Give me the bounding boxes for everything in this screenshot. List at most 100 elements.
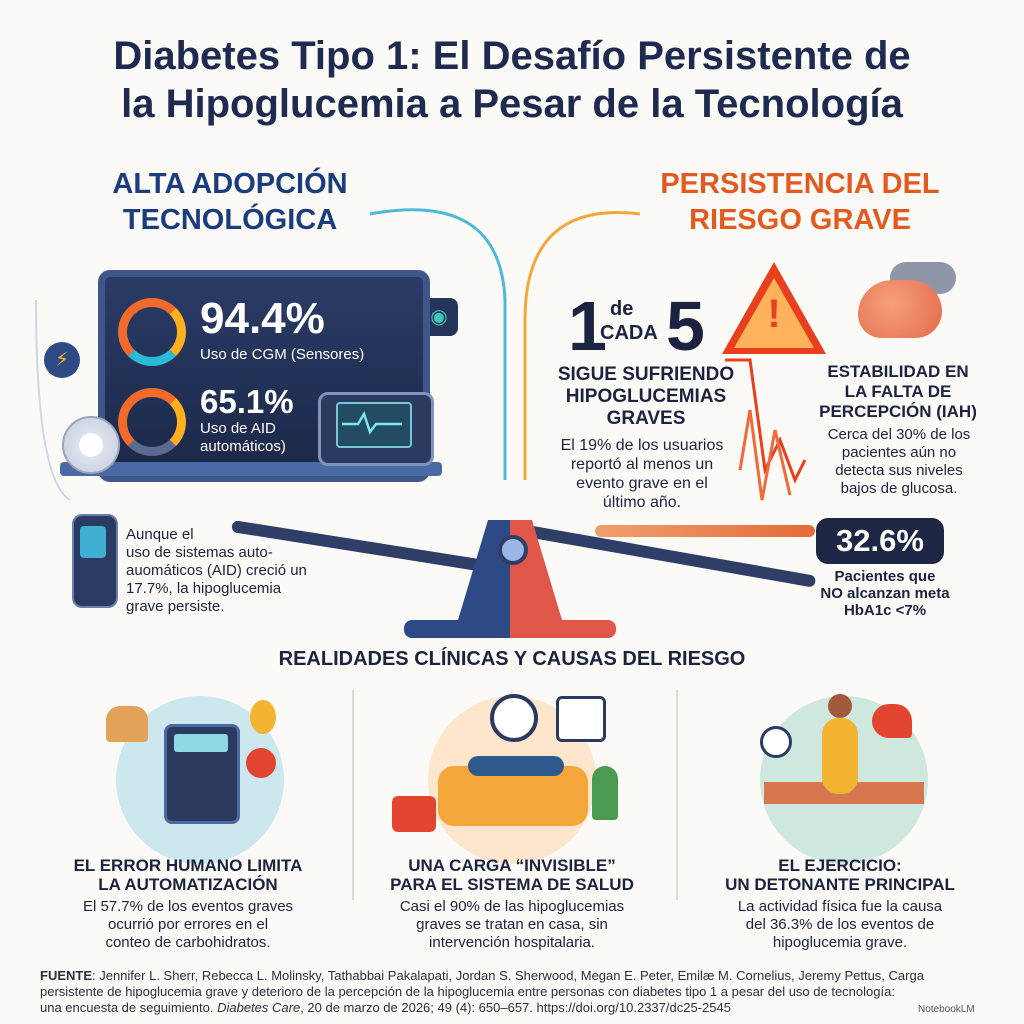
gauge-icon (760, 726, 792, 758)
aid-stat-label-line-1: Uso de AID (200, 420, 276, 437)
card-1-body: El 57.7% de los eventos graves ocurrió p… (38, 898, 338, 952)
card-2-heading-line-2: PARA EL SISTEMA DE SALUD (390, 875, 634, 894)
ratio-one: 1 (568, 287, 607, 365)
clock-icon (490, 694, 538, 742)
bread-icon (106, 706, 148, 742)
warning-exclamation: ! (767, 292, 781, 336)
hba1c-caption: Pacientes que NO alcanzan meta HbA1c <7% (800, 568, 970, 619)
cgm-sensor-icon (62, 416, 120, 474)
card-3-body-line-2: del 36.3% de los eventos de (745, 916, 935, 933)
card-2-body: Casi el 90% de las hipoglucemias graves … (362, 898, 662, 952)
left-note-line-1: Aunque el (126, 526, 194, 543)
left-heading: ALTA ADOPCIÓN TECNOLÓGICA (60, 166, 400, 238)
lightning-icon: ⚡ (44, 342, 80, 378)
ratio-one-in-five: 1 de CADA 5 (568, 286, 718, 366)
pump-pulse-icon (342, 411, 402, 435)
card-3-body-line-1: La actividad física fue la causa (737, 898, 943, 915)
first-aid-kit-icon (392, 796, 436, 832)
left-note-line-2: uso de sistemas auto- (126, 544, 273, 561)
heart-pulse-icon (872, 704, 912, 738)
sofa-icon (438, 766, 588, 826)
left-note-line-3: auomáticos (AID) creció un (126, 562, 307, 579)
aid-stat-label-line-2: automáticos) (200, 438, 286, 455)
ratio-cada: CADA (600, 322, 658, 344)
source-text-3b: , 20 de marzo de 2026; 49 (4): 650–657. … (300, 1000, 731, 1015)
resting-person-icon (468, 756, 564, 776)
right-heading-line-1: PERSISTENCIA DEL (660, 168, 940, 200)
iah-body-line-3: detecta sus niveles (835, 462, 963, 479)
card-1-heading-line-2: LA AUTOMATIZACIÓN (98, 875, 278, 894)
hba1c-stat-badge: 32.6% (816, 518, 944, 564)
left-note-line-4: 17.7%, la hipoglucemia (126, 580, 282, 597)
severe-body-line-3: evento grave en el (576, 475, 708, 492)
source-label: FUENTE (40, 968, 92, 983)
scale-plate-right (595, 525, 815, 537)
apple-icon (246, 748, 276, 778)
page-title: Diabetes Tipo 1: El Desafío Persistente … (20, 32, 1004, 128)
hba1c-caption-line-1: Pacientes que (834, 568, 936, 585)
severe-body-line-2: reportó al menos un (570, 456, 714, 473)
aid-ring-icon (118, 388, 186, 456)
iah-heading-line-3: PERCEPCIÓN (IAH) (819, 402, 977, 421)
card-3-body-line-3: hipoglucemia grave. (772, 934, 908, 951)
cgm-stat-label: Uso de CGM (Sensores) (200, 346, 365, 363)
severe-heading-line-1: SIGUE SUFRIENDO (557, 364, 735, 385)
card-divider-2 (676, 690, 678, 900)
card-1-body-line-1: El 57.7% de los eventos graves (82, 898, 294, 915)
source-text-1: : Jennifer L. Sherr, Rebecca L. Molinsky… (92, 968, 924, 983)
cgm-stat-value: 94.4% (200, 294, 325, 343)
sofa-illustration (392, 694, 618, 864)
severe-body: El 19% de los usuarios reportó al menos … (546, 436, 738, 512)
ratio-de: de (610, 298, 634, 320)
runner-head-icon (828, 694, 852, 718)
card-3-heading-line-2: UN DETONANTE PRINCIPAL (725, 875, 955, 894)
runner-illustration (760, 694, 928, 864)
brand-watermark: NotebookLM (918, 1004, 975, 1015)
title-line-1: Diabetes Tipo 1: El Desafío Persistente … (113, 34, 911, 78)
card-3-heading: EL EJERCICIO: UN DETONANTE PRINCIPAL (690, 856, 990, 894)
title-line-2: la Hipoglucemia a Pesar de la Tecnología (121, 82, 903, 126)
source-citation: FUENTE: Jennifer L. Sherr, Rebecca L. Mo… (40, 968, 984, 1016)
left-heading-line-2: TECNOLÓGICA (122, 204, 338, 236)
scale-pivot (498, 535, 528, 565)
section-heading: REALIDADES CLÍNICAS Y CAUSAS DEL RIESGO (278, 648, 746, 670)
source-journal: Diabetes Care (217, 1000, 301, 1015)
iah-heading: ESTABILIDAD EN LA FALTA DE PERCEPCIÓN (I… (800, 362, 996, 422)
card-2-heading-line-1: UNA CARGA “INVISIBLE” (408, 856, 616, 875)
iah-body-line-4: bajos de glucosa. (840, 480, 958, 497)
iah-heading-line-2: LA FALTA DE (844, 382, 952, 401)
iah-body: Cerca del 30% de los pacientes aún no de… (806, 426, 992, 498)
scale-base (404, 620, 616, 638)
card-3-body: La actividad física fue la causa del 36.… (690, 898, 990, 952)
left-note-line-5: grave persiste. (126, 598, 225, 615)
card-2-body-line-1: Casi el 90% de las hipoglucemias (399, 898, 625, 915)
aid-stat-value: 65.1% (200, 383, 294, 420)
cgm-ring-icon (118, 298, 186, 366)
source-text-3a: una encuesta de seguimiento. (40, 1000, 218, 1015)
card-1-body-line-2: ocurrió por errores en el (107, 916, 269, 933)
severe-body-line-1: El 19% de los usuarios (560, 437, 724, 454)
card-1-heading: EL ERROR HUMANO LIMITA LA AUTOMATIZACIÓN (38, 856, 338, 894)
iah-body-line-2: pacientes aún no (841, 444, 957, 461)
calculator-screen (174, 734, 228, 752)
calendar-medical-icon (556, 696, 606, 742)
source-line-1: FUENTE: Jennifer L. Sherr, Rebecca L. Mo… (40, 968, 984, 984)
hba1c-caption-line-2: NO alcanzan meta (820, 585, 950, 602)
runner-icon (822, 718, 858, 794)
hba1c-caption-line-3: HbA1c <7% (843, 602, 927, 619)
brain-icon (858, 280, 942, 338)
ratio-five: 5 (666, 287, 705, 365)
severe-body-line-4: último año. (602, 494, 682, 511)
right-heading: PERSISTENCIA DEL RIESGO GRAVE (610, 166, 990, 238)
card-3-heading-line-1: EL EJERCICIO: (778, 856, 902, 875)
left-note: Aunque el uso de sistemas auto- auomátic… (126, 526, 346, 616)
card-2-heading: UNA CARGA “INVISIBLE” PARA EL SISTEMA DE… (362, 856, 662, 894)
iah-heading-line-1: ESTABILIDAD EN (827, 362, 969, 381)
card-1-body-line-3: conteo de carbohidratos. (105, 934, 271, 951)
card-divider-1 (352, 690, 354, 900)
iah-body-line-1: Cerca del 30% de los (827, 426, 971, 443)
card-2-body-line-2: graves se tratan en casa, sin (416, 916, 608, 933)
severe-heading-line-3: GRAVES (606, 408, 686, 429)
source-line-2: persistente de hipoglucemia grave y dete… (40, 984, 895, 999)
